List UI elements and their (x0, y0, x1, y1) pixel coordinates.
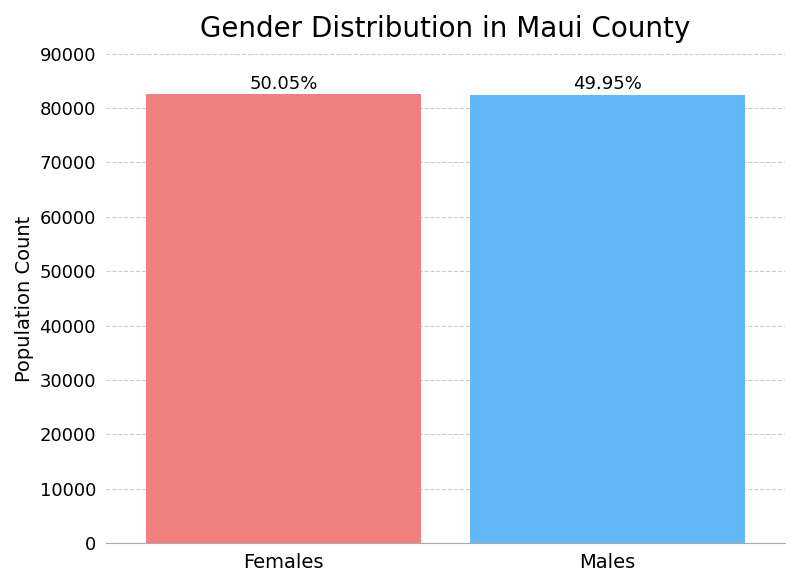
Title: Gender Distribution in Maui County: Gender Distribution in Maui County (200, 15, 690, 43)
Text: 49.95%: 49.95% (573, 75, 642, 93)
Bar (146, 95, 421, 544)
Y-axis label: Population Count: Population Count (15, 215, 34, 382)
Bar (470, 95, 745, 544)
Text: 50.05%: 50.05% (250, 75, 318, 93)
